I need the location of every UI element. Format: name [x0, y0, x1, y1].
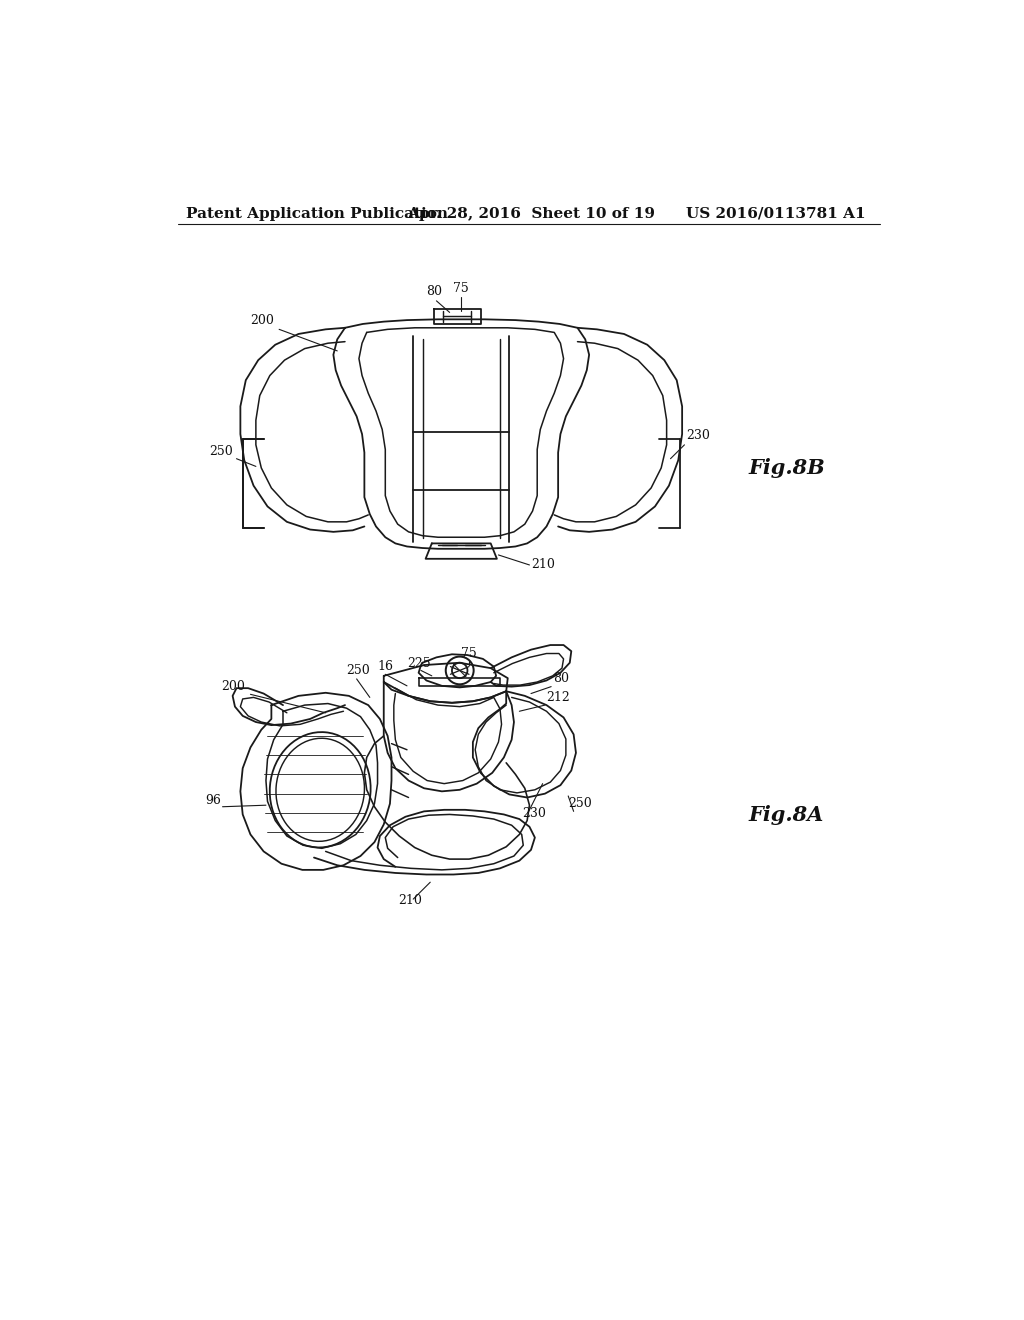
- Text: 210: 210: [531, 558, 555, 572]
- Text: 250: 250: [568, 797, 592, 809]
- Text: 210: 210: [397, 894, 422, 907]
- Text: 200: 200: [251, 314, 274, 327]
- Text: 230: 230: [521, 807, 546, 820]
- Text: 75: 75: [454, 281, 469, 294]
- Text: 96: 96: [206, 793, 221, 807]
- Text: 225: 225: [407, 656, 431, 669]
- Text: Fig.8B: Fig.8B: [748, 458, 824, 478]
- Text: Patent Application Publication: Patent Application Publication: [186, 207, 449, 220]
- Text: 16: 16: [378, 660, 393, 673]
- Text: 230: 230: [686, 429, 710, 442]
- Text: 80: 80: [426, 285, 442, 298]
- Text: US 2016/0113781 A1: US 2016/0113781 A1: [686, 207, 865, 220]
- Text: 75: 75: [461, 647, 477, 660]
- Text: 200: 200: [221, 680, 245, 693]
- Text: Fig.8A: Fig.8A: [748, 805, 823, 825]
- Text: 80: 80: [553, 672, 568, 685]
- Text: Apr. 28, 2016  Sheet 10 of 19: Apr. 28, 2016 Sheet 10 of 19: [407, 207, 655, 220]
- Text: 250: 250: [346, 664, 371, 677]
- Text: 250: 250: [209, 445, 233, 458]
- Text: 212: 212: [547, 692, 570, 705]
